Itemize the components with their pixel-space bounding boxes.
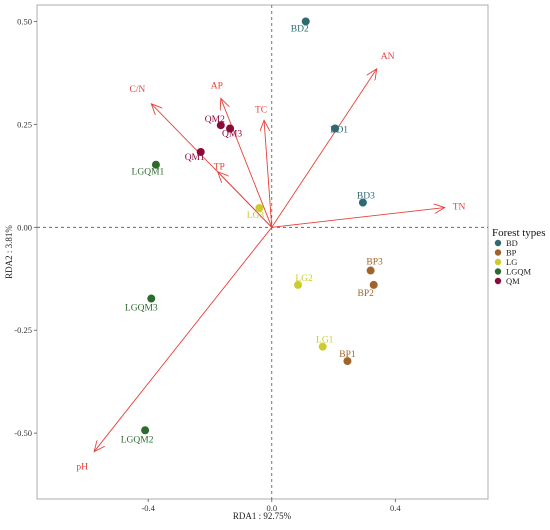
- point-qm1: [196, 147, 205, 156]
- legend-swatch: [494, 249, 502, 256]
- legend-title: Forest types: [492, 227, 545, 239]
- legend-entry: QM: [506, 276, 520, 286]
- point-bp2: [369, 280, 378, 289]
- point-label: BD3: [357, 192, 375, 202]
- point-label: QM3: [222, 130, 242, 140]
- point-label: LGQM3: [125, 304, 158, 314]
- point-lgqm3: [147, 294, 156, 303]
- point-lgqm1: [151, 160, 160, 169]
- point-label: BP2: [358, 289, 375, 299]
- point-label: LG2: [295, 274, 313, 284]
- y-tick-label: -0.50: [14, 428, 32, 438]
- y-axis-title: RDA2 : 3.81%: [4, 225, 14, 279]
- y-tick-label: -0.25: [14, 325, 32, 335]
- legend-entry: LG: [506, 257, 517, 267]
- point-lg2: [294, 280, 303, 289]
- point-label: BP3: [366, 258, 383, 268]
- y-tick-label: 0.25: [17, 119, 32, 129]
- point-label: LG1: [316, 336, 334, 346]
- legend-entry: BD: [506, 238, 518, 248]
- point-qm3: [226, 124, 235, 133]
- legend-swatch: [494, 239, 502, 247]
- environmental-arrows: AN TN C/N AP TC TP pH: [76, 52, 465, 473]
- y-tick-label: 0.00: [17, 222, 32, 232]
- arrow-label: TN: [453, 203, 466, 213]
- arrow-ph: [94, 227, 273, 451]
- legend-swatch: [494, 277, 502, 285]
- point-bd2: [301, 17, 310, 26]
- legend-swatch: [494, 258, 502, 266]
- arrow-label: TP: [214, 163, 225, 173]
- y-tick-label: 0.50: [17, 16, 32, 26]
- x-axis-title: RDA1 : 92.75%: [233, 511, 292, 521]
- point-bp1: [343, 357, 352, 366]
- point-bd3: [358, 198, 367, 207]
- point-label: QM1: [185, 153, 205, 163]
- plot-frame: [36, 4, 489, 500]
- point-label: LGQM1: [132, 168, 165, 178]
- arrow-label: AN: [381, 52, 395, 62]
- arrow-tp: [218, 172, 273, 228]
- legend-entry: LGQM: [506, 267, 531, 277]
- point-label: BD1: [330, 126, 348, 136]
- point-lgqm2: [141, 426, 150, 435]
- arrow-label: AP: [211, 81, 223, 91]
- point-label: BD2: [291, 24, 309, 34]
- point-label: LGQM2: [121, 435, 154, 445]
- point-lg3: [255, 203, 264, 212]
- point-label: BP1: [339, 350, 356, 360]
- arrow-tn: [271, 208, 445, 228]
- axes: -0.4 0.0 0.4 -0.50 -0.25 0.00 0.25 0.50: [14, 16, 401, 513]
- x-tick-label: 0.0: [266, 503, 277, 513]
- point-bd1: [331, 124, 340, 133]
- sample-points: BD1 BD2 BD3 BP1 BP2 BP3 LG1 LG2 LG3 LGQM1 LGQM2 LGQ…: [121, 17, 383, 445]
- arrow-label: pH: [76, 463, 88, 473]
- x-tick-label: 0.4: [390, 503, 401, 513]
- arrow-tc: [264, 120, 273, 228]
- point-lg1: [318, 342, 327, 351]
- point-label: LG3: [247, 211, 265, 221]
- reference-lines: [37, 5, 488, 499]
- arrow-ap: [221, 98, 273, 228]
- arrow-an: [271, 69, 377, 228]
- legend-entry: BP: [506, 248, 517, 258]
- arrow-label: C/N: [129, 85, 145, 95]
- point-qm2: [216, 121, 225, 130]
- arrow-label: TC: [255, 105, 267, 115]
- legend-swatch: [494, 268, 502, 275]
- point-label: QM2: [205, 115, 225, 125]
- point-bp3: [366, 266, 375, 275]
- x-tick-label: -0.4: [141, 503, 155, 513]
